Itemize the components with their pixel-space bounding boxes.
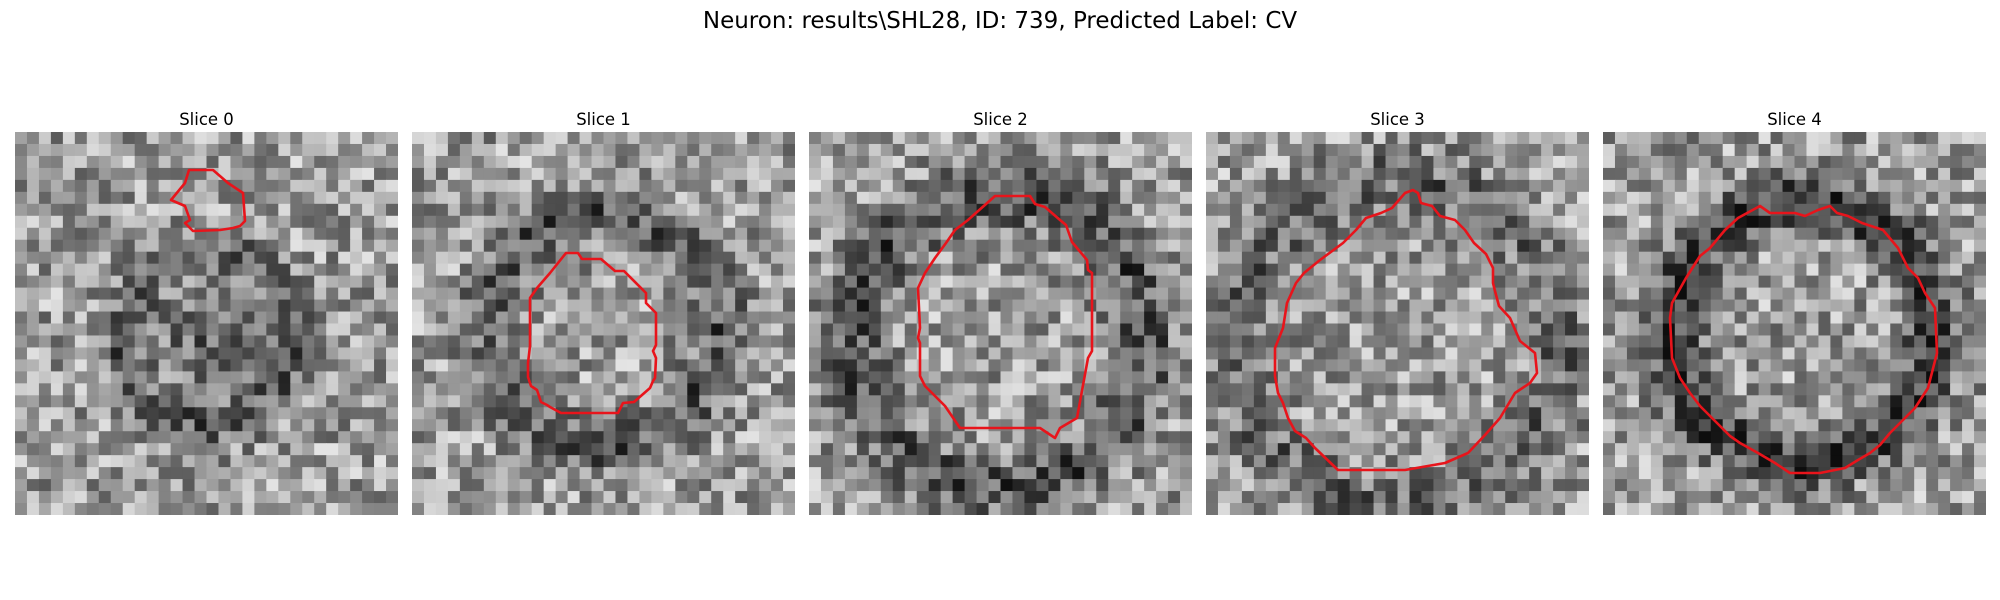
slice-image-4: [1603, 132, 1986, 515]
roi-contour: [169, 168, 247, 233]
roi-contour: [1668, 204, 1939, 475]
slice-title: Slice 1: [576, 110, 631, 129]
slice-panel-4: Slice 4: [1603, 108, 1986, 515]
roi-contour: [526, 251, 658, 415]
slice-panel-3: Slice 3: [1206, 108, 1589, 515]
slice-title: Slice 0: [179, 110, 234, 129]
roi-contour: [916, 194, 1094, 440]
figure-title: Neuron: results\SHL28, ID: 739, Predicte…: [702, 8, 1298, 34]
slice-image-3: [1206, 132, 1589, 515]
roi-contour: [1273, 188, 1539, 472]
slice-panel-1: Slice 1: [412, 108, 795, 515]
slice-image-1: [412, 132, 795, 515]
slice-panel-2: Slice 2: [809, 108, 1192, 515]
slice-title: Slice 2: [973, 110, 1028, 129]
slice-title: Slice 3: [1370, 110, 1425, 129]
slice-image-2: [809, 132, 1192, 515]
slice-image-0: [15, 132, 398, 515]
slice-panel-0: Slice 0: [15, 108, 398, 515]
slice-title: Slice 4: [1767, 110, 1822, 129]
